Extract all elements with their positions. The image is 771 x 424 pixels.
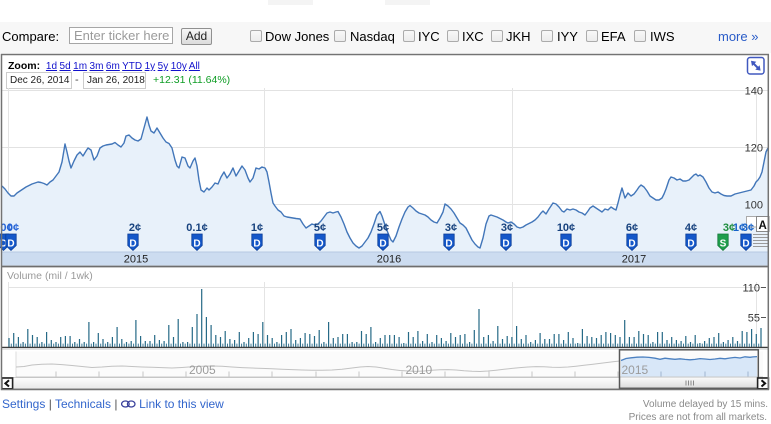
svg-text:D: D (742, 239, 749, 250)
svg-text:120: 120 (745, 143, 763, 155)
svg-text:4¢: 4¢ (685, 222, 697, 234)
svg-text:1¢: 1¢ (733, 222, 745, 234)
svg-text:6¢: 6¢ (626, 222, 638, 234)
svg-text:3¢: 3¢ (742, 222, 754, 234)
svg-text:0¢: 0¢ (0, 222, 12, 234)
svg-text:D: D (562, 239, 569, 250)
svg-text:3¢: 3¢ (723, 222, 735, 234)
svg-text:D: D (628, 239, 635, 250)
svg-text:D: D (129, 239, 136, 250)
svg-text:2015: 2015 (124, 254, 148, 266)
svg-text:100: 100 (745, 200, 763, 212)
svg-text:3¢: 3¢ (445, 222, 457, 234)
svg-text:D: D (316, 239, 323, 250)
svg-text:D: D (7, 239, 14, 250)
svg-text:110: 110 (742, 283, 760, 295)
svg-text:5¢: 5¢ (314, 222, 326, 234)
svg-text:D: D (687, 239, 694, 250)
svg-text:1¢: 1¢ (251, 222, 263, 234)
svg-text:2017: 2017 (622, 254, 646, 266)
svg-text:D: D (0, 239, 7, 250)
svg-text:A: A (759, 220, 767, 232)
svg-text:D: D (379, 239, 386, 250)
svg-text:140: 140 (745, 86, 763, 98)
svg-text:D: D (253, 239, 260, 250)
svg-text:0¢: 0¢ (7, 222, 19, 234)
svg-text:5¢: 5¢ (377, 222, 389, 234)
svg-text:Volume (mil / 1wk): Volume (mil / 1wk) (7, 270, 93, 282)
svg-text:0.1¢: 0.1¢ (186, 222, 207, 234)
svg-text:D: D (445, 239, 452, 250)
svg-text:3¢: 3¢ (501, 222, 513, 234)
svg-text:2015: 2015 (622, 363, 649, 377)
svg-text:10¢: 10¢ (557, 222, 575, 234)
svg-text:55: 55 (748, 313, 760, 325)
svg-text:D: D (502, 239, 509, 250)
svg-text:2¢: 2¢ (129, 222, 141, 234)
svg-text:2005: 2005 (189, 363, 216, 377)
svg-text:D: D (193, 239, 200, 250)
svg-text:2016: 2016 (377, 254, 401, 266)
svg-text:S: S (720, 239, 727, 250)
svg-text:2010: 2010 (406, 363, 433, 377)
